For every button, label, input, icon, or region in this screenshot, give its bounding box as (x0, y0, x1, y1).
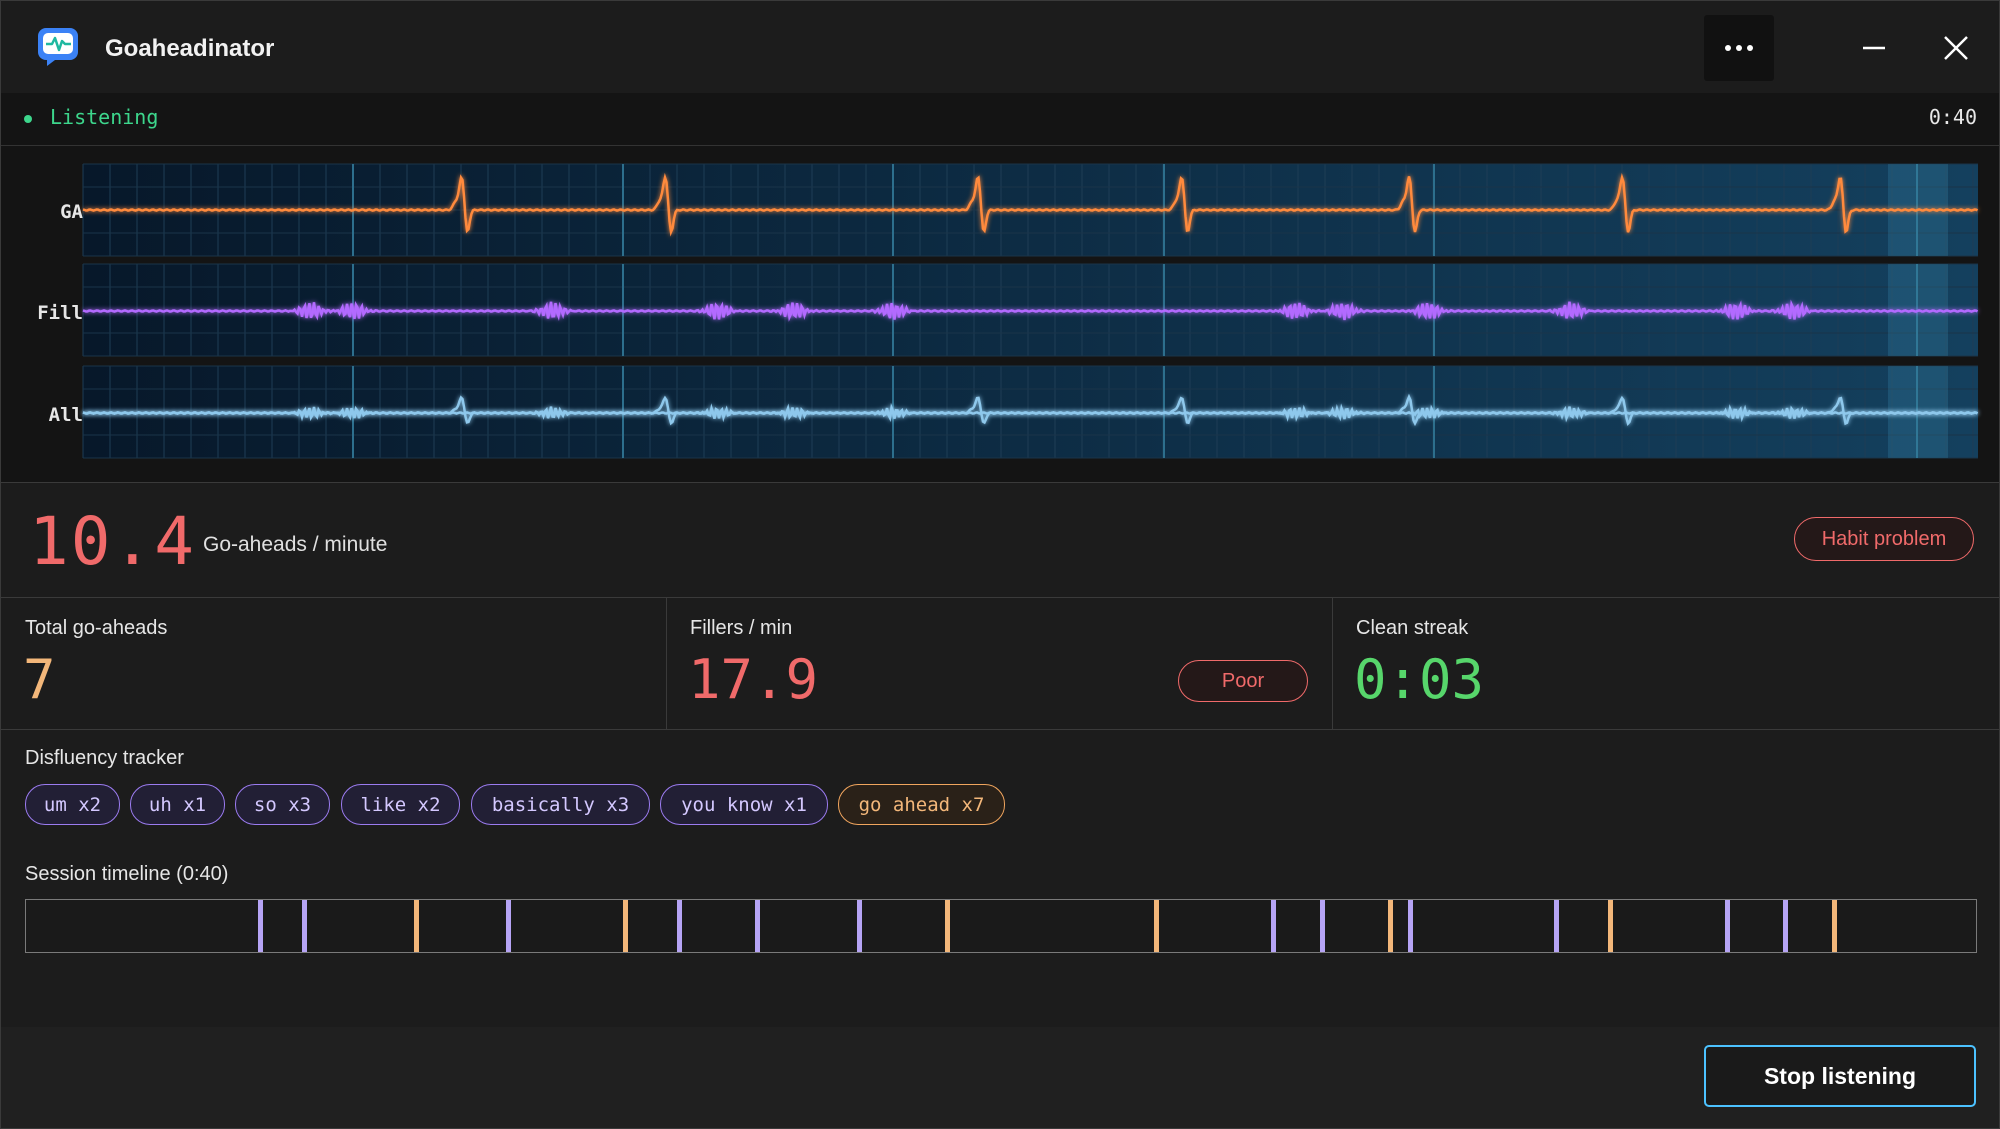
fillers-per-min-value: 17.9 (688, 648, 819, 711)
channel-label-fill: Fill (37, 302, 83, 324)
timeline-filler-tick (1408, 900, 1413, 952)
chip-um: um x2 (25, 784, 120, 825)
timeline-goahead-tick (1608, 900, 1613, 952)
total-go-aheads-label: Total go-aheads (25, 617, 168, 639)
clean-streak-label: Clean streak (1356, 617, 1469, 639)
habit-problem-badge: Habit problem (1794, 517, 1974, 561)
poor-badge: Poor (1178, 660, 1308, 702)
chip-go-ahead: go ahead x7 (838, 784, 1005, 825)
session-timeline (25, 899, 1977, 953)
timeline-goahead-tick (414, 900, 419, 952)
close-button[interactable] (1931, 23, 1981, 73)
channel-label-ga: GA (60, 201, 83, 223)
go-aheads-per-minute-value: 10.4 (29, 503, 196, 580)
chip-you-know: you know x1 (660, 784, 828, 825)
rate-panel: 10.4 Go-aheads / minute Habit problem (1, 483, 1999, 598)
waveform-monitor: GA Fill All (1, 146, 1999, 483)
footer-bar: Stop listening (1, 1027, 1999, 1128)
go-aheads-per-minute-label: Go-aheads / minute (203, 533, 388, 556)
clean-streak-value: 0:03 (1354, 648, 1485, 711)
timeline-goahead-tick (1154, 900, 1159, 952)
timeline-filler-tick (506, 900, 511, 952)
session-timeline-label: Session timeline (0:40) (25, 863, 229, 885)
timeline-goahead-tick (1832, 900, 1837, 952)
app-title: Goaheadinator (105, 35, 275, 62)
timeline-filler-tick (755, 900, 760, 952)
more-dots-icon (1725, 45, 1753, 51)
all-waveform-fillers (82, 402, 1979, 423)
status-text: Listening (50, 105, 159, 129)
waveform-canvas (82, 163, 1979, 459)
stat-clean-streak: Clean streak 0:03 (1334, 598, 1999, 729)
timeline-filler-tick (302, 900, 307, 952)
title-bar: Goaheadinator (1, 1, 1999, 93)
timeline-filler-tick (1783, 900, 1788, 952)
timeline-filler-tick (857, 900, 862, 952)
filler-waveform (82, 299, 1979, 322)
stat-total-go-aheads: Total go-aheads 7 (1, 598, 667, 729)
stats-row: Total go-aheads 7 Fillers / min 17.9 Poo… (1, 598, 1999, 730)
minimize-button[interactable] (1849, 23, 1899, 73)
disfluency-tracker-label: Disfluency tracker (25, 747, 184, 769)
status-indicator-dot (24, 115, 32, 123)
total-go-aheads-value: 7 (23, 648, 56, 711)
timeline-filler-tick (1271, 900, 1276, 952)
chip-like: like x2 (341, 784, 460, 825)
timeline-filler-tick (1554, 900, 1559, 952)
fillers-per-min-label: Fillers / min (690, 617, 793, 639)
timeline-filler-tick (1320, 900, 1325, 952)
chip-basically: basically x3 (471, 784, 650, 825)
app-logo-icon (38, 28, 78, 66)
status-bar: Listening 0:40 (1, 93, 1999, 146)
ga-waveform (82, 172, 1979, 237)
stat-fillers-per-min: Fillers / min 17.9 Poor (668, 598, 1333, 729)
stop-listening-button[interactable]: Stop listening (1704, 1045, 1976, 1107)
timeline-goahead-tick (623, 900, 628, 952)
timeline-filler-tick (1725, 900, 1730, 952)
timeline-filler-tick (677, 900, 682, 952)
elapsed-time: 0:40 (1928, 105, 1977, 129)
chip-so: so x3 (235, 784, 330, 825)
channel-label-all: All (48, 404, 83, 426)
more-options-button[interactable] (1704, 15, 1774, 81)
timeline-goahead-tick (945, 900, 950, 952)
timeline-filler-tick (258, 900, 263, 952)
chip-uh: uh x1 (130, 784, 225, 825)
timeline-goahead-tick (1388, 900, 1393, 952)
